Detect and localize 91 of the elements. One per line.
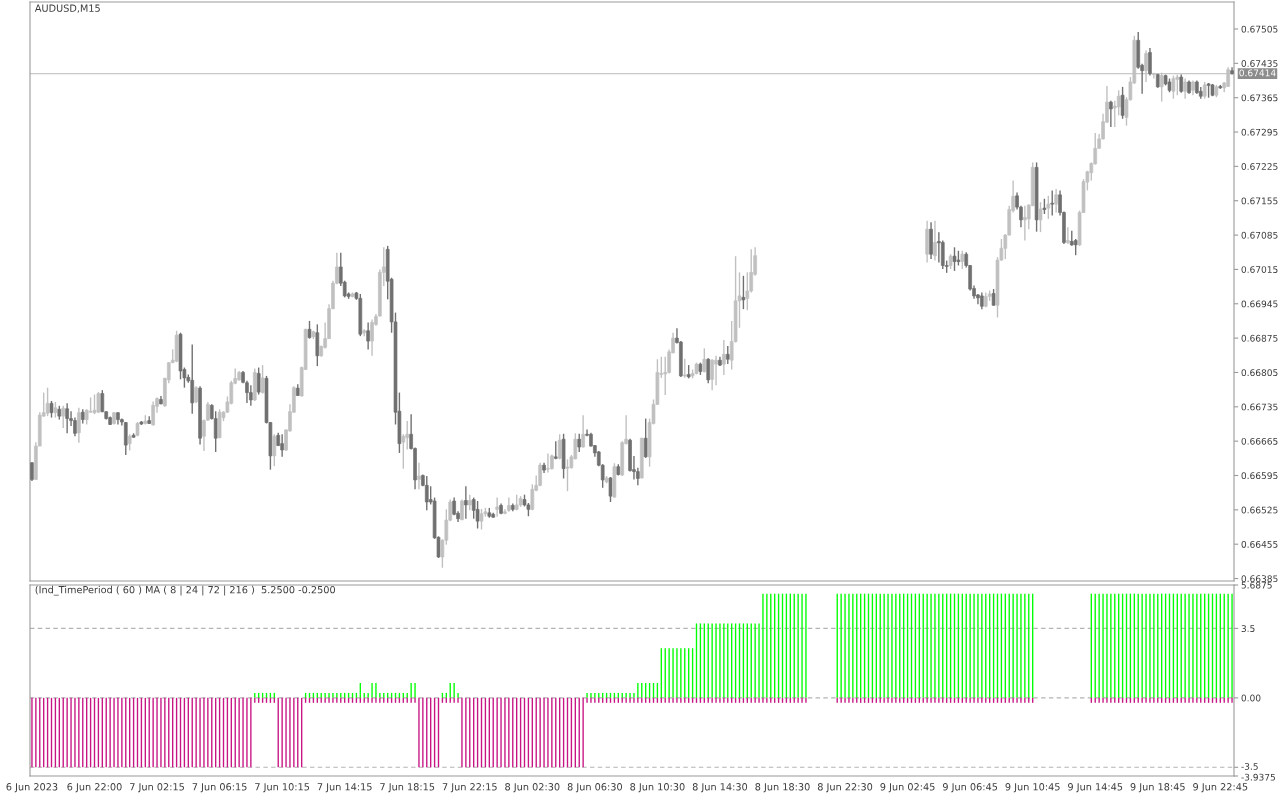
y-tick-label: 0.67435 <box>1241 60 1278 67</box>
candlestick <box>256 366 261 396</box>
candlestick <box>577 433 582 453</box>
candlestick <box>565 458 570 492</box>
candlestick <box>546 452 550 474</box>
y-tick-label: 0.66665 <box>1241 437 1278 445</box>
candlestick <box>714 355 718 386</box>
ref-line-label: 0.67414 <box>1239 69 1276 77</box>
candlestick <box>366 321 370 351</box>
y-tick-label: 0.66875 <box>1241 334 1278 342</box>
candlestick <box>952 246 957 272</box>
candlestick <box>722 339 726 376</box>
y-tick-label: -3.9375 <box>1241 773 1275 781</box>
y-tick-label: 0.66805 <box>1241 369 1278 377</box>
candlestick <box>464 485 468 520</box>
x-tick-label: 9 Jun 02:45 <box>880 783 935 793</box>
candlestick <box>30 461 34 482</box>
candlestick <box>745 271 750 311</box>
x-tick-label: 9 Jun 18:45 <box>1130 783 1185 793</box>
candlestick <box>249 384 253 407</box>
candlestick <box>280 433 284 458</box>
candlestick <box>1148 47 1152 77</box>
y-tick-label: 0.67365 <box>1241 94 1278 102</box>
y-tick-label: 0.66525 <box>1241 506 1278 514</box>
x-tick-label: 8 Jun 10:30 <box>630 783 685 793</box>
y-tick-label: -3.5 <box>1241 763 1258 770</box>
candlestick <box>1183 77 1187 100</box>
candlestick <box>710 358 714 391</box>
x-tick-label: 7 Jun 02:15 <box>130 783 184 793</box>
candlestick <box>151 400 155 427</box>
x-tick-label: 7 Jun 22:15 <box>442 783 497 793</box>
y-tick-label: 0.67015 <box>1241 266 1278 273</box>
y-tick-label: 0.67085 <box>1241 231 1278 239</box>
candlestick <box>1109 99 1113 128</box>
x-tick-label: 7 Jun 14:15 <box>317 783 372 793</box>
y-tick-label: 0.66595 <box>1241 472 1278 480</box>
x-tick-label: 8 Jun 14:30 <box>692 783 748 793</box>
candlestick <box>530 483 535 512</box>
candlestick <box>65 402 69 435</box>
candlestick <box>475 500 480 530</box>
y-tick-label: 0.67155 <box>1241 197 1278 205</box>
candlestick <box>706 357 711 384</box>
candlestick <box>1179 73 1184 94</box>
candlestick <box>702 347 707 374</box>
candlestick <box>370 318 374 357</box>
candlestick <box>1046 195 1051 220</box>
y-tick-label: 0.66945 <box>1241 300 1278 308</box>
candlestick <box>1054 188 1058 214</box>
candlestick <box>1038 201 1043 233</box>
y-tick-label: 0.67225 <box>1241 163 1278 170</box>
x-tick-label: 9 Jun 10:45 <box>1005 783 1060 793</box>
x-tick-label: 6 Jun 22:00 <box>67 783 122 793</box>
candlestick <box>741 275 746 310</box>
y-tick-label: 3.5 <box>1241 625 1255 632</box>
candlestick <box>1023 204 1027 242</box>
x-tick-label: 7 Jun 10:15 <box>255 783 310 793</box>
x-tick-label: 7 Jun 06:15 <box>192 783 247 793</box>
candlestick <box>401 433 406 470</box>
candlestick <box>1066 226 1070 245</box>
y-tick-label: 5.6875 <box>1241 581 1272 589</box>
y-tick-label: 0.66735 <box>1241 403 1278 411</box>
y-tick-label: 0.67505 <box>1241 25 1278 33</box>
candlestick <box>608 476 613 503</box>
candlestick <box>1050 189 1055 217</box>
x-tick-label: 9 Jun 06:45 <box>942 783 998 793</box>
x-tick-label: 8 Jun 02:30 <box>505 783 560 793</box>
y-tick-label: 0.00 <box>1241 694 1261 702</box>
candlestick <box>682 358 687 379</box>
y-tick-label: 0.66455 <box>1241 540 1278 548</box>
x-tick-label: 8 Jun 06:30 <box>567 783 623 793</box>
candlestick <box>92 393 97 415</box>
y-tick-label: 0.67295 <box>1241 128 1278 136</box>
candlestick <box>61 405 66 429</box>
x-tick-label: 8 Jun 22:30 <box>817 783 873 793</box>
x-tick-label: 7 Jun 18:15 <box>380 783 435 793</box>
candlestick <box>123 421 128 456</box>
x-tick-label: 8 Jun 18:30 <box>755 783 810 793</box>
x-tick-label: 9 Jun 14:45 <box>1068 783 1123 793</box>
candlestick <box>581 414 585 449</box>
candlestick <box>77 407 81 444</box>
candlestick <box>45 386 50 417</box>
chart-title: (Ind_TimePeriod ( 60 ) MA ( 8 | 24 | 72 | 216 ) 5.2500 -0.2500 <box>35 585 336 596</box>
candlestick <box>479 508 484 531</box>
candlestick <box>495 496 499 518</box>
candlestick <box>417 462 421 490</box>
x-tick-label: 9 Jun 22:45 <box>1193 783 1248 793</box>
candlestick <box>725 345 730 365</box>
x-tick-label: 6 Jun 2023 <box>6 783 58 793</box>
candlestick <box>933 220 937 262</box>
y-tick-label: 0.66385 <box>1241 575 1278 583</box>
chart-title: AUDUSD,M15 <box>34 4 100 13</box>
